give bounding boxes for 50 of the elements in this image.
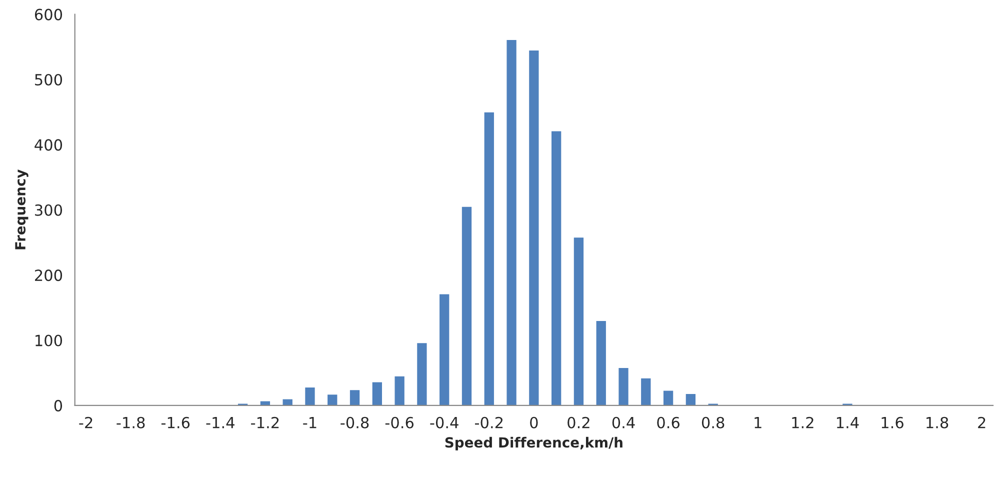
x-tick-label: 1.4 — [836, 417, 859, 428]
bar — [663, 390, 674, 406]
x-tick-label: -1.8 — [116, 416, 145, 428]
bar — [574, 238, 584, 406]
bar — [462, 206, 472, 406]
x-tick-label: 0.4 — [612, 416, 635, 428]
x-tick-label: 1 — [754, 417, 762, 428]
bar — [394, 376, 404, 406]
y-tick-label: 500 — [35, 74, 62, 86]
bar — [484, 112, 494, 406]
x-tick-label: 0.2 — [568, 416, 590, 428]
x-tick-label: -2 — [79, 416, 92, 428]
bar — [618, 368, 628, 406]
x-tick-label: 0.8 — [702, 416, 724, 428]
bar — [417, 343, 427, 406]
bar — [551, 131, 562, 406]
x-tick-label: 2 — [978, 416, 986, 428]
bar — [305, 388, 315, 406]
bar — [596, 321, 606, 406]
y-tick-label: 600 — [34, 8, 62, 20]
y-axis-title: Frequency — [15, 169, 28, 250]
y-tick-label: 100 — [36, 334, 62, 346]
x-tick-label: -1.6 — [161, 416, 190, 428]
bar — [350, 390, 360, 406]
bar — [282, 399, 292, 406]
x-tick-label: 1.6 — [882, 416, 904, 428]
bar — [328, 394, 338, 406]
bar — [440, 294, 450, 406]
y-tick-label: 0 — [54, 400, 62, 412]
x-tick-label: -0.6 — [385, 416, 414, 428]
x-tick-label: 1.8 — [926, 416, 948, 428]
x-tick-label: 1.2 — [792, 416, 814, 428]
bar — [686, 394, 696, 406]
x-tick-label: -1.2 — [251, 416, 279, 428]
bar — [641, 378, 651, 406]
bar — [372, 382, 382, 406]
x-tick-label: -0.2 — [474, 416, 503, 428]
bar — [260, 401, 270, 406]
x-axis-title: Speed Difference,km/h — [445, 436, 622, 450]
x-tick-label: -0.8 — [340, 416, 369, 428]
x-tick-label: 0.6 — [657, 416, 680, 428]
x-tick-label: -1 — [303, 417, 316, 428]
bar — [506, 40, 516, 406]
x-tick-label: -1.4 — [206, 417, 234, 428]
x-tick-label: -0.4 — [430, 416, 458, 428]
bar — [529, 50, 539, 406]
y-tick-label: 300 — [35, 204, 62, 216]
y-tick-label: 400 — [34, 139, 62, 151]
y-tick-label: 200 — [35, 270, 62, 282]
x-tick-label: 0 — [530, 416, 538, 428]
